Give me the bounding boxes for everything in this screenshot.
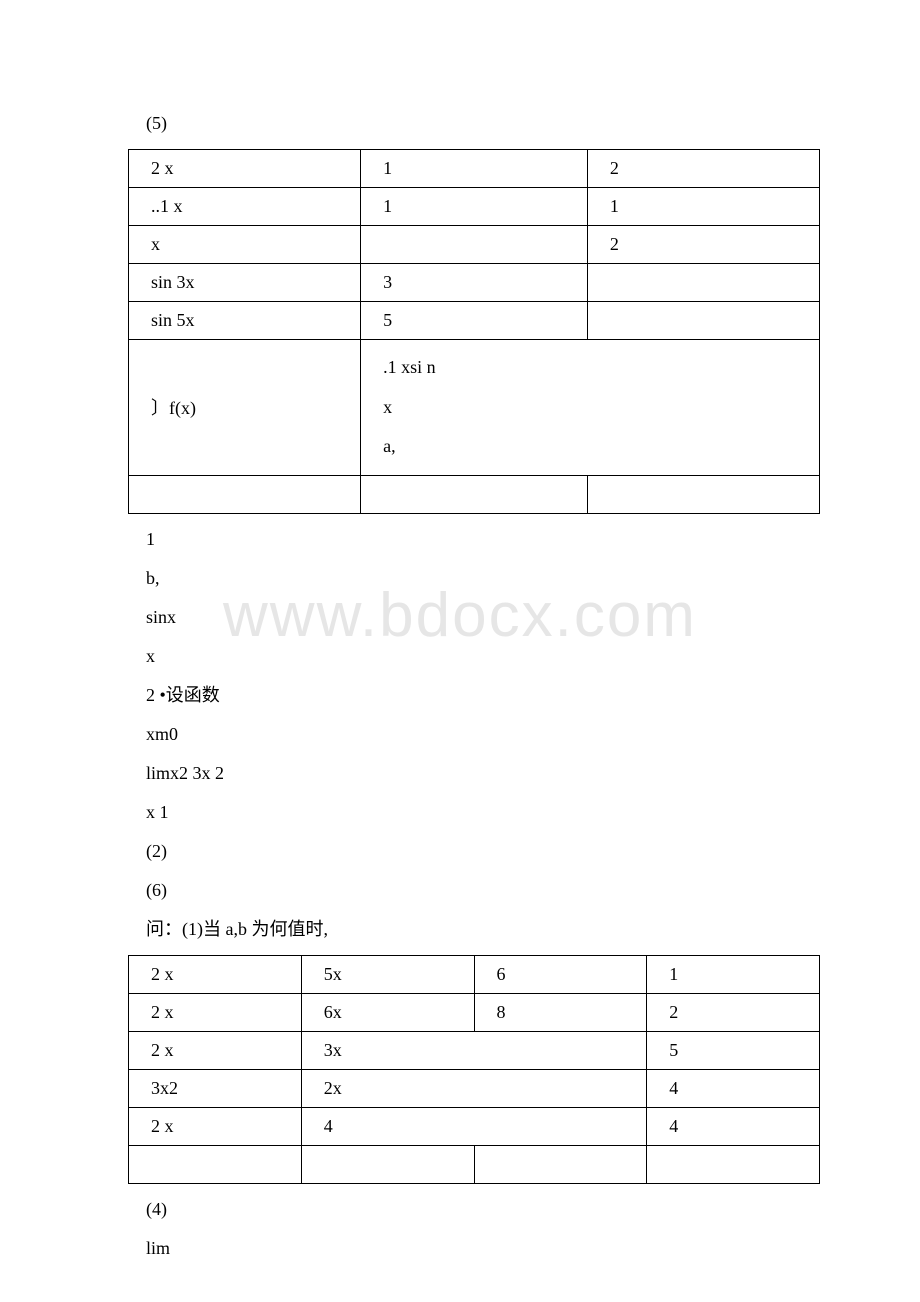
table-cell: 〕f(x) — [129, 340, 361, 476]
text-line: x — [146, 643, 820, 670]
table-cell: 6x — [301, 993, 474, 1031]
table-cell: 4 — [647, 1107, 820, 1145]
table-cell: 2 x — [129, 993, 302, 1031]
table-row: 2 x 1 2 — [129, 150, 820, 188]
table-cell — [361, 226, 588, 264]
table-row — [129, 475, 820, 513]
text-line: limx2 3x 2 — [146, 760, 820, 787]
table-cell: 5 — [361, 302, 588, 340]
table-cell — [587, 302, 819, 340]
table-cell — [129, 475, 361, 513]
table-row: sin 5x 5 — [129, 302, 820, 340]
table-cell: sin 5x — [129, 302, 361, 340]
table-row: x 2 — [129, 226, 820, 264]
table-cell: 2 x — [129, 1031, 302, 1069]
text-line: 2 •设函数 — [146, 682, 820, 709]
text-line: (2) — [146, 838, 820, 865]
page-content: (5) 2 x 1 2 ..1 x 1 1 x 2 sin 3x 3 sin 5 — [128, 110, 820, 1262]
table-cell: 2 x — [129, 955, 302, 993]
text-line: (4) — [146, 1196, 820, 1223]
table-cell: 2 — [587, 226, 819, 264]
table-cell: 1 — [361, 188, 588, 226]
table-cell — [647, 1145, 820, 1183]
cell-line: x — [383, 388, 797, 428]
table-cell: 1 — [587, 188, 819, 226]
table-cell — [361, 475, 588, 513]
table-cell: .1 xsi n x a, — [361, 340, 820, 476]
table-cell: 5 — [647, 1031, 820, 1069]
table-cell: 2 — [587, 150, 819, 188]
table-cell — [587, 475, 819, 513]
table-cell: 3x2 — [129, 1069, 302, 1107]
table-cell — [129, 1145, 302, 1183]
text-line: (6) — [146, 877, 820, 904]
table-row — [129, 1145, 820, 1183]
table-cell: 1 — [647, 955, 820, 993]
table-cell — [474, 1145, 647, 1183]
table-row: 3x2 2x 4 — [129, 1069, 820, 1107]
text-line: lim — [146, 1235, 820, 1262]
table-cell: 3 — [361, 264, 588, 302]
text-line: sinx — [146, 604, 820, 631]
cell-line: .1 xsi n — [383, 348, 797, 388]
text-line: 1 — [146, 526, 820, 553]
table-row: ..1 x 1 1 — [129, 188, 820, 226]
table-row: 2 x 3x 5 — [129, 1031, 820, 1069]
text-line: b, — [146, 565, 820, 592]
table-cell: sin 3x — [129, 264, 361, 302]
table-cell: 5x — [301, 955, 474, 993]
table-cell: 2 x — [129, 1107, 302, 1145]
table-cell: 8 — [474, 993, 647, 1031]
table-cell: x — [129, 226, 361, 264]
table-cell: 2 — [647, 993, 820, 1031]
text-line: xm0 — [146, 721, 820, 748]
text-line: (5) — [146, 110, 820, 137]
table-cell: 1 — [361, 150, 588, 188]
cell-line: a, — [383, 427, 797, 467]
table-cell: ..1 x — [129, 188, 361, 226]
table-cell: 2 x — [129, 150, 361, 188]
table-cell — [587, 264, 819, 302]
table-cell: 3x — [301, 1031, 647, 1069]
table-row: 2 x 5x 6 1 — [129, 955, 820, 993]
table-cell: 6 — [474, 955, 647, 993]
table-row: sin 3x 3 — [129, 264, 820, 302]
text-line: x 1 — [146, 799, 820, 826]
table-row: 2 x 6x 8 2 — [129, 993, 820, 1031]
table-cell: 4 — [647, 1069, 820, 1107]
table-1: 2 x 1 2 ..1 x 1 1 x 2 sin 3x 3 sin 5x 5 … — [128, 149, 820, 514]
table-cell: 4 — [301, 1107, 647, 1145]
table-2: 2 x 5x 6 1 2 x 6x 8 2 2 x 3x 5 3x2 2x 4 … — [128, 955, 820, 1184]
table-row: 2 x 4 4 — [129, 1107, 820, 1145]
table-row: 〕f(x) .1 xsi n x a, — [129, 340, 820, 476]
table-cell — [301, 1145, 474, 1183]
table-cell: 2x — [301, 1069, 647, 1107]
text-line: 问：(1)当 a,b 为何值时, — [146, 916, 820, 943]
